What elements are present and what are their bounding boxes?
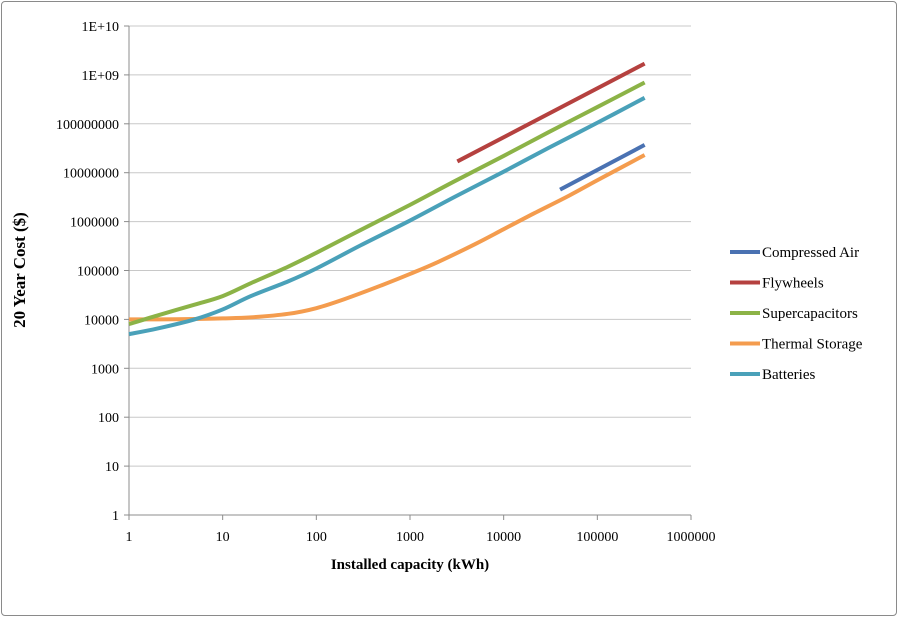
y-tick-label: 10000 — [84, 313, 119, 328]
x-tick-label: 1 — [126, 530, 133, 545]
legend-label: Batteries — [762, 367, 815, 383]
x-tick-label: 1000 — [396, 530, 424, 545]
legend-item-flywheels: Flywheels — [730, 276, 824, 292]
legend-item-batteries: Batteries — [730, 367, 815, 383]
x-axis-title: Installed capacity (kWh) — [331, 557, 489, 573]
legend: Compressed Air Flywheels Supercapacitors Th… — [730, 245, 863, 383]
y-tick-label: 1000 — [91, 362, 119, 377]
legend-label: Compressed Air — [762, 245, 859, 261]
series-line-flywheels — [456, 61, 646, 164]
y-tick-label: 100 — [98, 411, 119, 426]
series-line-compressed-air — [559, 143, 646, 192]
legend-label: Supercapacitors — [762, 306, 858, 322]
x-tick-label: 1000000 — [667, 530, 716, 545]
y-tick-label: 1E+09 — [82, 69, 119, 84]
y-tick-label: 10000000 — [63, 167, 119, 182]
x-tick-label: 100000 — [576, 530, 618, 545]
ticks-layer: 1 10 100 1000 10000 100000 1000000 10000000 1000… — [56, 20, 716, 545]
series-line-thermal-storage — [128, 153, 646, 322]
x-tick-label: 10000 — [486, 530, 521, 545]
x-tick-label: 10 — [216, 530, 230, 545]
axes-layer — [124, 25, 692, 520]
x-tick-label: 100 — [306, 530, 327, 545]
legend-item-compressed-air: Compressed Air — [730, 245, 859, 261]
legend-item-supercapacitors: Supercapacitors — [730, 306, 858, 322]
y-tick-label: 1000000 — [70, 216, 119, 231]
y-tick-label: 100000 — [77, 265, 119, 280]
y-tick-label: 1E+10 — [82, 20, 119, 35]
series-line-batteries — [128, 96, 646, 337]
series-line-supercapacitors — [128, 80, 646, 327]
y-tick-label: 10 — [105, 460, 119, 475]
y-axis-title: 20 Year Cost ($) — [10, 212, 29, 328]
y-tick-label: 1 — [112, 509, 119, 524]
series-layer — [128, 61, 646, 337]
legend-label: Flywheels — [762, 276, 824, 292]
grid-layer — [129, 25, 691, 467]
y-tick-label: 100000000 — [56, 118, 119, 133]
legend-item-thermal-storage: Thermal Storage — [730, 337, 863, 353]
legend-label: Thermal Storage — [762, 337, 863, 353]
